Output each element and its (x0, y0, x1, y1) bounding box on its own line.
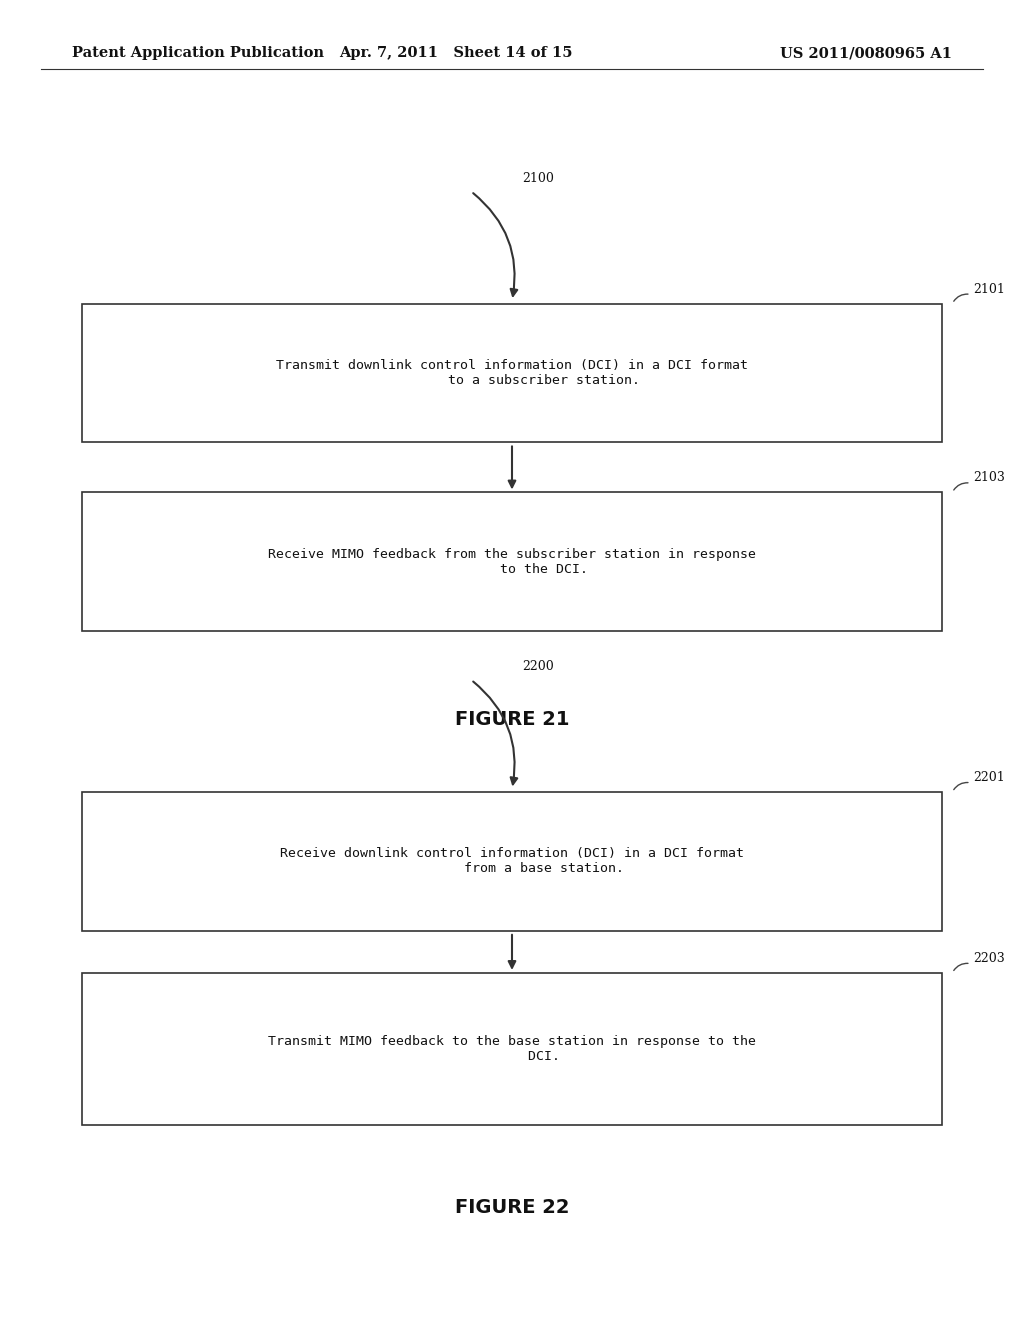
Text: Receive MIMO feedback from the subscriber station in response
        to the DCI: Receive MIMO feedback from the subscribe… (268, 548, 756, 576)
FancyBboxPatch shape (82, 492, 942, 631)
Text: 2201: 2201 (973, 771, 1005, 784)
Text: 2203: 2203 (973, 952, 1005, 965)
Text: 2103: 2103 (973, 471, 1005, 484)
Text: Transmit MIMO feedback to the base station in response to the
        DCI.: Transmit MIMO feedback to the base stati… (268, 1035, 756, 1063)
Text: 2100: 2100 (522, 172, 554, 185)
Text: Receive downlink control information (DCI) in a DCI format
        from a base s: Receive downlink control information (DC… (280, 847, 744, 875)
Text: US 2011/0080965 A1: US 2011/0080965 A1 (780, 46, 952, 61)
Text: FIGURE 22: FIGURE 22 (455, 1199, 569, 1217)
FancyBboxPatch shape (82, 792, 942, 931)
Text: Transmit downlink control information (DCI) in a DCI format
        to a subscri: Transmit downlink control information (D… (276, 359, 748, 387)
Text: FIGURE 21: FIGURE 21 (455, 710, 569, 729)
Text: Apr. 7, 2011   Sheet 14 of 15: Apr. 7, 2011 Sheet 14 of 15 (339, 46, 572, 61)
FancyBboxPatch shape (82, 973, 942, 1125)
Text: 2200: 2200 (522, 660, 554, 673)
FancyBboxPatch shape (82, 304, 942, 442)
Text: 2101: 2101 (973, 282, 1005, 296)
Text: Patent Application Publication: Patent Application Publication (72, 46, 324, 61)
